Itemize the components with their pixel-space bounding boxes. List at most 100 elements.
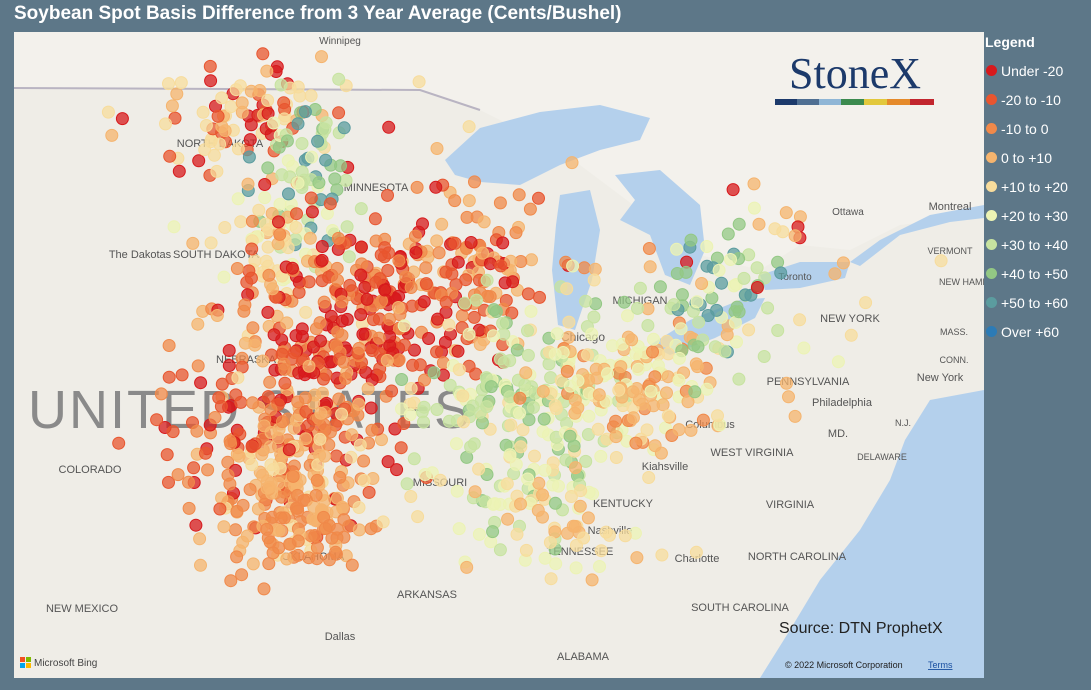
location-dot <box>381 455 395 469</box>
location-dot <box>452 363 466 377</box>
location-dot <box>267 328 281 342</box>
location-dot <box>641 319 655 332</box>
legend-label: 0 to +10 <box>1001 149 1052 166</box>
location-dot <box>774 266 788 280</box>
location-dot <box>273 227 287 241</box>
legend-item: Under -20 <box>985 56 1091 85</box>
location-dot <box>210 309 224 322</box>
location-dot <box>291 488 304 502</box>
location-dot <box>427 366 441 380</box>
location-dot <box>417 415 430 429</box>
location-dot <box>591 422 605 436</box>
location-dot <box>417 400 431 414</box>
logo-bar <box>819 99 841 105</box>
location-dot <box>609 430 623 444</box>
location-dot <box>317 295 331 309</box>
location-dot <box>364 401 378 415</box>
location-dot <box>571 401 585 415</box>
lake-michigan <box>552 190 600 330</box>
location-dot <box>259 254 273 268</box>
location-dot <box>410 180 424 194</box>
location-dot <box>304 191 318 205</box>
place-label: SOUTH DAKOTA <box>173 249 260 261</box>
location-dot <box>521 324 534 338</box>
location-dot <box>588 262 602 276</box>
location-dot <box>503 354 517 368</box>
location-dot <box>456 389 470 403</box>
location-dot <box>747 201 761 215</box>
location-dot <box>369 234 383 248</box>
location-dot <box>313 432 327 446</box>
location-dot <box>550 327 564 341</box>
location-dot <box>260 522 274 536</box>
location-dot <box>302 359 316 373</box>
location-dot <box>404 382 418 395</box>
location-dot <box>480 273 494 287</box>
location-dot <box>594 544 608 558</box>
location-dot <box>538 463 552 477</box>
place-label: Toronto <box>778 272 812 283</box>
location-dot <box>204 236 218 250</box>
location-dot <box>442 318 456 332</box>
location-dot <box>298 105 312 119</box>
location-dot <box>727 279 741 293</box>
location-dot <box>556 346 570 359</box>
location-dot <box>312 176 326 190</box>
location-dot <box>464 440 478 454</box>
location-dot <box>451 344 465 358</box>
location-dot <box>513 391 527 405</box>
location-dot <box>260 64 274 78</box>
location-dot <box>509 457 523 471</box>
location-dot <box>335 314 349 328</box>
place-label: Dallas <box>325 631 356 643</box>
legend-item: +40 to +50 <box>985 259 1091 288</box>
location-dot <box>235 360 249 374</box>
location-dot <box>315 50 328 64</box>
location-dot <box>282 443 296 457</box>
location-dot <box>280 134 294 148</box>
location-dot <box>626 385 640 399</box>
location-dot <box>299 432 313 446</box>
location-dot <box>543 535 557 549</box>
location-dot <box>648 370 662 384</box>
location-dot <box>514 497 527 511</box>
location-dot <box>199 446 212 460</box>
location-dot <box>661 370 675 384</box>
location-dot <box>752 217 766 231</box>
logo-bar <box>910 99 934 105</box>
location-dot <box>732 217 746 231</box>
ocean <box>760 390 984 678</box>
location-dot <box>579 294 593 308</box>
location-dot <box>771 324 785 337</box>
location-dot <box>470 293 483 307</box>
location-dot <box>476 246 490 260</box>
location-dot <box>274 78 288 92</box>
location-dot <box>246 396 260 410</box>
location-dot <box>757 350 771 363</box>
logo-bar <box>864 99 887 105</box>
location-dot <box>438 335 452 349</box>
location-dot <box>409 229 422 243</box>
location-dot <box>672 373 686 387</box>
location-dot <box>430 234 444 248</box>
location-dot <box>245 242 259 256</box>
location-dot <box>566 519 580 533</box>
location-dot <box>324 309 338 323</box>
location-dot <box>711 409 724 423</box>
location-dot <box>315 240 329 253</box>
location-dot <box>544 572 558 586</box>
location-dot <box>691 340 705 354</box>
location-dot <box>208 411 222 424</box>
location-dot <box>171 468 185 482</box>
location-dot <box>328 172 342 186</box>
location-dot <box>357 474 371 487</box>
location-dot <box>256 354 270 368</box>
location-dot <box>460 560 474 574</box>
location-dot <box>168 111 182 125</box>
legend-swatch <box>986 297 997 308</box>
location-dot <box>501 512 515 526</box>
location-dot <box>337 355 351 369</box>
terms-link[interactable]: Terms <box>928 660 953 670</box>
location-dot <box>332 72 346 86</box>
